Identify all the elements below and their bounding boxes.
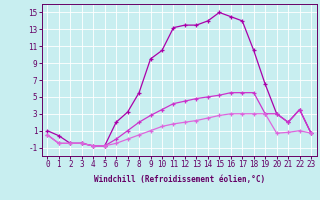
X-axis label: Windchill (Refroidissement éolien,°C): Windchill (Refroidissement éolien,°C)	[94, 175, 265, 184]
